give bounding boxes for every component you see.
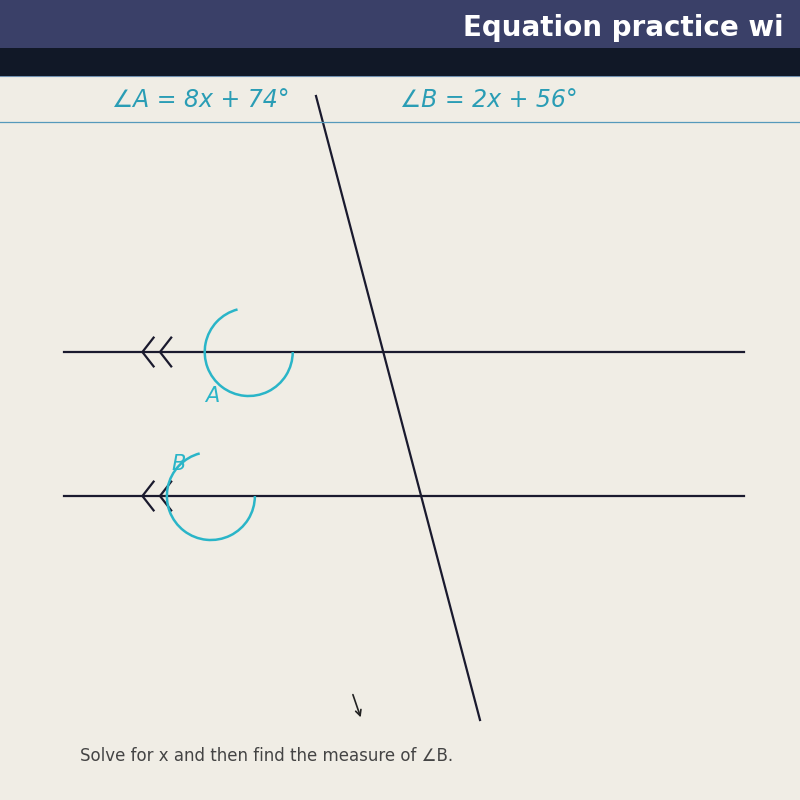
Text: B: B (172, 454, 186, 474)
Bar (0, 48, 800, 76)
Text: Solve for x and then find the measure of ∠B.: Solve for x and then find the measure of… (80, 747, 453, 765)
Text: ∠B = 2x + 56°: ∠B = 2x + 56° (400, 88, 578, 112)
Text: A: A (206, 386, 220, 406)
Text: Equation practice wi: Equation practice wi (463, 14, 784, 42)
Text: ∠A = 8x + 74°: ∠A = 8x + 74° (112, 88, 290, 112)
Bar (0, 0, 800, 48)
